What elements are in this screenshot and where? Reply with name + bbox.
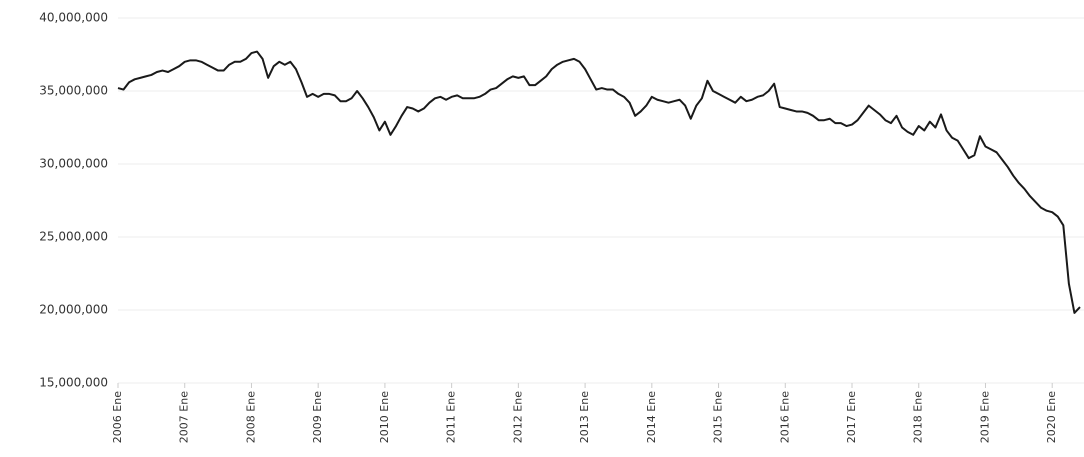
x-tick-label: 2009 Ene [311,391,324,443]
x-tick-label: 2007 Ene [178,391,191,443]
x-tick-label: 2016 Ene [778,391,791,443]
y-tick-label: 20,000,000 [39,303,108,317]
data-line [117,50,1081,314]
x-tick-label: 2018 Ene [912,391,925,443]
y-tick-label: 40,000,000 [39,11,108,25]
x-tick-label: 2012 Ene [511,391,524,443]
x-tick-label: 2010 Ene [378,391,391,443]
y-tick-label: 15,000,000 [39,376,108,390]
x-tick-label: 2011 Ene [445,391,458,443]
y-tick-label: 25,000,000 [39,230,108,244]
y-tick-label: 30,000,000 [39,157,108,171]
x-tick-label: 2006 Ene [111,391,124,443]
x-tick-label: 2014 Ene [645,391,658,443]
y-tick-label: 35,000,000 [39,84,108,98]
x-tick-label: 2020 Ene [1045,391,1058,443]
x-tick-label: 2008 Ene [244,391,257,443]
x-tick-label: 2013 Ene [578,391,591,443]
x-tick-label: 2015 Ene [712,391,725,443]
x-tick-label: 2019 Ene [978,391,991,443]
x-tick-label: 2017 Ene [845,391,858,443]
